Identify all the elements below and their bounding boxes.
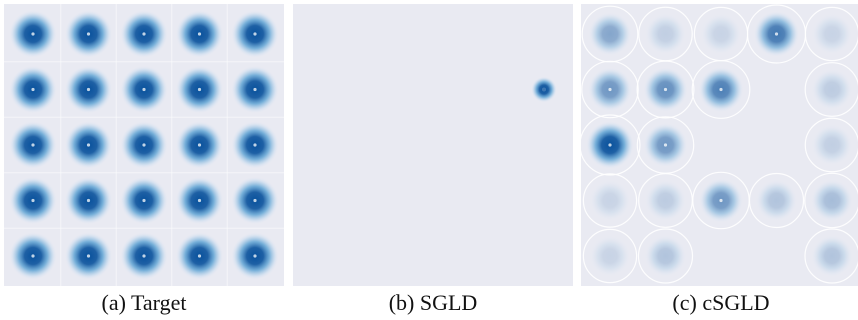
density-contour [636, 60, 695, 119]
density-mode-center [663, 143, 668, 147]
caption-target: (a) Target [101, 290, 187, 315]
density-mode-center [142, 198, 146, 203]
target-density-plot [4, 4, 284, 286]
density-contour [581, 114, 641, 176]
density-contour [637, 228, 694, 284]
target-density-canvas [4, 4, 284, 286]
density-mode-center [197, 32, 202, 36]
density-mode-center [608, 87, 612, 92]
density-mode [810, 179, 854, 222]
plot-background [293, 4, 573, 286]
density-contour [804, 62, 858, 117]
density-contour [748, 172, 805, 229]
density-contour [804, 6, 858, 62]
density-mode-center [608, 143, 612, 147]
density-mode-center [197, 143, 202, 147]
csgld-density-plot [581, 4, 858, 286]
density-mode-center [542, 87, 546, 92]
density-mode-center [663, 87, 668, 92]
density-mode [644, 235, 687, 277]
density-mode-center [719, 198, 723, 203]
density-mode-center [774, 32, 779, 36]
density-mode [811, 68, 853, 111]
density-mode [700, 13, 742, 55]
density-mode-center [31, 32, 35, 36]
density-contour [582, 228, 638, 284]
density-mode [589, 235, 631, 277]
density-mode [811, 13, 853, 55]
density-mode [811, 124, 853, 166]
density-mode-center [86, 32, 91, 36]
density-mode-center [253, 254, 257, 258]
density-mode-center [253, 32, 257, 36]
density-mode-center [142, 87, 146, 92]
density-contour [804, 172, 858, 229]
density-mode-center [197, 87, 202, 92]
density-mode-center [253, 143, 257, 147]
density-mode-center [197, 198, 202, 203]
density-contour [804, 228, 858, 284]
density-contour [582, 173, 638, 228]
density-mode-center [86, 198, 91, 203]
density-mode-center [719, 87, 723, 92]
sgld-density-canvas [293, 4, 573, 286]
caption-csgld: (c) cSGLD [672, 290, 770, 315]
density-mode-center [86, 143, 91, 147]
density-mode [644, 13, 687, 55]
density-mode-center [253, 198, 257, 203]
density-mode-center [86, 87, 91, 92]
density-mode [588, 12, 632, 56]
density-mode-center [142, 32, 146, 36]
density-mode-center [31, 198, 35, 203]
density-contour [691, 60, 751, 119]
density-mode-center [142, 254, 146, 258]
density-mode-center [253, 87, 257, 92]
density-contour [804, 117, 858, 173]
density-contour [581, 60, 639, 119]
density-mode [531, 76, 557, 103]
density-mode-center [31, 87, 35, 92]
sgld-density-plot [293, 4, 573, 286]
density-mode-center [31, 254, 35, 258]
density-mode-center [142, 143, 146, 147]
density-mode-center [31, 143, 35, 147]
density-mode [589, 179, 631, 222]
density-mode-center [197, 254, 202, 258]
density-mode [644, 179, 687, 222]
density-mode [811, 235, 853, 277]
csgld-density-canvas [581, 4, 858, 286]
density-mode-center [86, 254, 91, 258]
density-mode [755, 179, 798, 222]
caption-sgld: (b) SGLD [388, 290, 478, 315]
